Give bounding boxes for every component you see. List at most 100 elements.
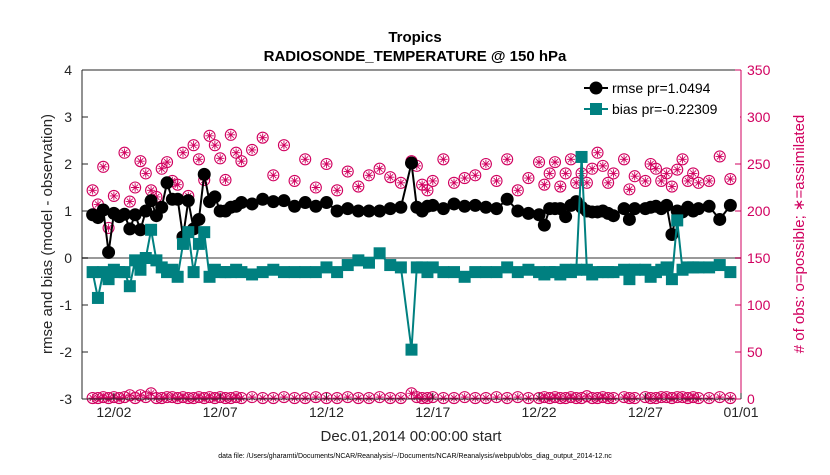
obs_possible-point bbox=[421, 184, 434, 197]
obs_possible-asterisk bbox=[524, 173, 533, 183]
rmse-point bbox=[511, 204, 525, 218]
obs_low-point bbox=[479, 392, 492, 405]
obs_possible-asterisk bbox=[667, 182, 677, 191]
rmse-point bbox=[197, 167, 211, 181]
obs_possible-asterisk bbox=[194, 155, 204, 164]
obs_possible-point bbox=[543, 167, 556, 180]
rmse-point bbox=[468, 198, 482, 212]
rmse-point bbox=[139, 204, 153, 218]
obs_possible-asterisk bbox=[481, 159, 491, 169]
obs_possible-point bbox=[676, 153, 689, 166]
obs_possible-asterisk bbox=[651, 164, 661, 173]
bias-point bbox=[665, 273, 678, 286]
obs_low-point bbox=[501, 392, 514, 405]
obs_possible-asterisk bbox=[540, 180, 549, 189]
bias-point bbox=[570, 263, 583, 276]
rmse-point bbox=[319, 196, 333, 210]
rmse-point bbox=[606, 209, 620, 223]
y-tick-label: -2 bbox=[60, 344, 73, 360]
obs_possible-point bbox=[458, 172, 471, 185]
bias-point bbox=[458, 270, 471, 283]
obs_possible-circle bbox=[230, 146, 243, 159]
bias-point bbox=[692, 261, 705, 274]
obs_possible-asterisk bbox=[146, 186, 156, 195]
obs_possible-point bbox=[437, 153, 450, 166]
obs_possible-asterisk bbox=[125, 197, 135, 206]
obs_possible-circle bbox=[713, 150, 726, 163]
obs_possible-asterisk bbox=[343, 167, 352, 176]
rmse-point bbox=[256, 192, 270, 206]
obs_possible-circle bbox=[277, 139, 291, 152]
obs_possible-point bbox=[522, 172, 535, 185]
obs_possible-circle bbox=[373, 162, 386, 175]
bias-point bbox=[86, 266, 99, 279]
obs_possible-asterisk bbox=[630, 172, 639, 181]
obs_possible-asterisk bbox=[269, 171, 278, 180]
rmse-point bbox=[436, 202, 450, 216]
obs_low-point bbox=[437, 392, 450, 405]
rmse-point bbox=[309, 199, 323, 213]
obs_possible-circle bbox=[102, 221, 115, 234]
y-tick-label: 0 bbox=[64, 250, 72, 266]
obs_possible-point bbox=[277, 139, 291, 152]
obs_possible-circle bbox=[219, 173, 232, 187]
obs_possible-circle bbox=[618, 153, 631, 166]
obs_possible-asterisk bbox=[173, 180, 182, 189]
obs_possible-point bbox=[203, 129, 216, 142]
obs_possible-circle bbox=[192, 153, 205, 166]
rmse-point bbox=[373, 204, 387, 218]
legend-rmse-label: rmse pr=1.0494 bbox=[612, 80, 711, 96]
obs_possible-asterisk bbox=[109, 191, 119, 201]
obs_possible-circle bbox=[107, 189, 120, 203]
obs_possible-point bbox=[532, 156, 546, 169]
obs_low-point bbox=[373, 391, 386, 404]
obs_possible-circle bbox=[224, 128, 237, 141]
obs_possible-point bbox=[596, 159, 609, 172]
obs_possible-asterisk bbox=[726, 174, 735, 184]
obs_low-asterisk bbox=[269, 393, 278, 403]
rmse-point bbox=[102, 245, 116, 259]
obs_low-point bbox=[607, 392, 620, 405]
obs_possible-asterisk bbox=[550, 157, 560, 167]
obs_low-asterisk bbox=[630, 393, 639, 403]
obs_possible-asterisk bbox=[646, 159, 655, 169]
obs_possible-asterisk bbox=[534, 157, 544, 167]
obs_possible-circle bbox=[703, 174, 716, 187]
obs_possible-asterisk bbox=[625, 185, 634, 194]
rmse-point bbox=[160, 176, 174, 190]
obs_possible-point bbox=[681, 174, 694, 187]
obs_possible-point bbox=[511, 184, 524, 197]
rmse-point bbox=[458, 199, 472, 213]
y-tick-label: -1 bbox=[60, 297, 73, 313]
obs_possible-circle bbox=[320, 157, 333, 171]
bias-point bbox=[703, 261, 716, 274]
bias-point bbox=[362, 256, 375, 269]
bias-point bbox=[448, 266, 461, 279]
y-axis-right-label: # of obs: o=possible; ∗=assimilated bbox=[791, 115, 808, 354]
obs_possible-asterisk bbox=[449, 178, 459, 187]
obs_possible-asterisk bbox=[120, 148, 129, 157]
obs_possible-asterisk bbox=[141, 169, 150, 178]
x-tick-label: 12/07 bbox=[203, 404, 238, 420]
obs_possible-circle bbox=[724, 172, 737, 186]
obs_low-asterisk bbox=[332, 393, 342, 403]
obs_possible-point bbox=[267, 169, 280, 182]
obs_low-point bbox=[362, 392, 376, 405]
obs_possible-circle bbox=[256, 131, 269, 144]
rmse-point bbox=[362, 204, 376, 218]
obs_possible-point bbox=[591, 146, 604, 159]
bias-point bbox=[102, 273, 115, 286]
y-tick-right-label: 200 bbox=[747, 203, 771, 219]
obs_possible-point bbox=[230, 146, 243, 159]
obs_possible-circle bbox=[591, 146, 604, 159]
obs_low-asterisk bbox=[386, 393, 395, 403]
obs_low-asterisk bbox=[301, 393, 310, 403]
obs_possible-asterisk bbox=[290, 176, 299, 186]
obs_possible-point bbox=[447, 176, 461, 189]
obs_possible-circle bbox=[602, 176, 615, 189]
bias-point bbox=[469, 266, 482, 279]
series-layer bbox=[86, 128, 737, 405]
obs_possible-point bbox=[176, 146, 190, 159]
rmse-point bbox=[181, 194, 195, 208]
obs_possible-circle bbox=[649, 162, 663, 175]
